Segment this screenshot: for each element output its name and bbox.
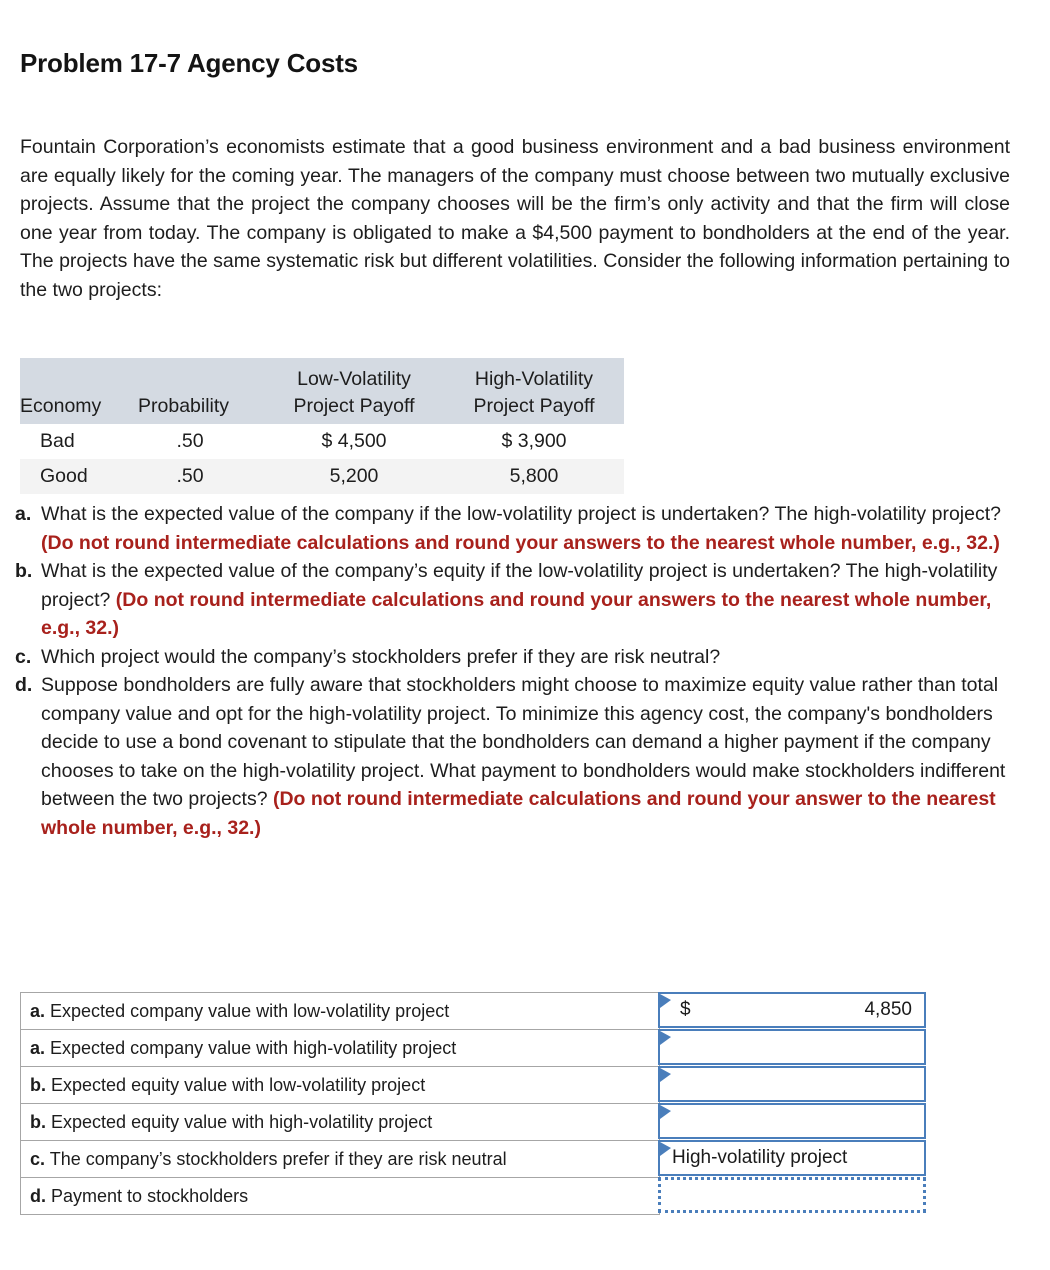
- page-title: Problem 17-7 Agency Costs: [20, 48, 358, 78]
- cell-economy: Bad: [20, 424, 138, 459]
- table-row: a. Expected company value with low-volat…: [20, 992, 660, 1030]
- question-body: What is the expected value of the compan…: [41, 500, 1014, 557]
- question-text: Which project would the company’s stockh…: [41, 645, 721, 668]
- answer-label-table: a. Expected company value with low-volat…: [20, 992, 660, 1215]
- question-item-d: d. Suppose bondholders are fully aware t…: [14, 671, 1014, 842]
- answer-label: The company’s stockholders prefer if the…: [49, 1148, 507, 1169]
- question-text: What is the expected value of the compan…: [41, 560, 998, 611]
- question-letter: d.: [15, 674, 33, 696]
- answer-letter: d.: [30, 1185, 46, 1206]
- question-body: Suppose bondholders are fully aware that…: [41, 671, 1014, 842]
- answer-input-column: $ 4,850 High-volatility project: [658, 992, 926, 1214]
- header-economy: Economy: [20, 358, 138, 424]
- answer-field-b-high[interactable]: [658, 1103, 926, 1139]
- flag-marker-icon: [660, 994, 671, 1008]
- question-hint: (Do not round intermediate calculations …: [41, 788, 996, 839]
- answer-letter: c.: [30, 1148, 46, 1169]
- answer-label-cell: b. Expected equity value with high-volat…: [20, 1103, 660, 1141]
- answer-field-a-low[interactable]: $ 4,850: [658, 992, 926, 1028]
- table-row: b. Expected equity value with high-volat…: [20, 1103, 660, 1141]
- flag-marker-icon: [660, 1068, 671, 1082]
- answer-letter: b.: [30, 1111, 46, 1132]
- answer-letter: a.: [30, 1037, 46, 1058]
- answer-letter: b.: [30, 1074, 46, 1095]
- question-item-a: a. What is the expected value of the com…: [14, 500, 1014, 557]
- answer-field-a-high[interactable]: [658, 1029, 926, 1065]
- answer-label: Expected equity value with low-volatilit…: [51, 1074, 426, 1095]
- flag-marker-icon: [660, 1105, 671, 1119]
- table-row: c. The company’s stockholders prefer if …: [20, 1140, 660, 1178]
- cell-probability: .50: [138, 459, 264, 494]
- question-item-c: c. Which project would the company’s sto…: [14, 643, 1014, 672]
- currency-symbol: $: [680, 999, 691, 1020]
- cell-probability: .50: [138, 424, 264, 459]
- answer-value: High-volatility project: [672, 1147, 848, 1168]
- answer-label-cell: c. The company’s stockholders prefer if …: [20, 1140, 660, 1178]
- answer-field-d-payment[interactable]: [658, 1177, 926, 1213]
- question-list: a. What is the expected value of the com…: [14, 500, 1014, 842]
- cell-economy: Good: [20, 459, 138, 494]
- answer-label-cell: d. Payment to stockholders: [20, 1177, 660, 1215]
- cell-high-payoff: 5,800: [444, 459, 624, 494]
- question-letter: a.: [15, 503, 32, 525]
- table-row: a. Expected company value with high-vola…: [20, 1029, 660, 1067]
- question-hint: (Do not round intermediate calculations …: [41, 531, 1000, 554]
- payoff-header-row: Economy Probability Low-Volatility Proje…: [20, 358, 624, 424]
- question-text: Suppose bondholders are fully aware that…: [41, 674, 1006, 810]
- answer-letter: a.: [30, 1000, 46, 1021]
- payoff-table-header: Economy Probability Low-Volatility Proje…: [20, 358, 624, 424]
- flag-marker-icon: [660, 1031, 671, 1045]
- cell-low-payoff: $ 4,500: [264, 424, 444, 459]
- question-letter: c.: [15, 645, 32, 668]
- header-probability: Probability: [138, 358, 264, 424]
- answer-value: 4,850: [864, 999, 912, 1020]
- answer-label: Payment to stockholders: [51, 1185, 249, 1206]
- question-body: Which project would the company’s stockh…: [41, 643, 1014, 672]
- cell-low-payoff: 5,200: [264, 459, 444, 494]
- header-low-volatility-payoff: Low-Volatility Project Payoff: [264, 358, 444, 424]
- answer-label: Expected company value with high-volatil…: [50, 1037, 457, 1058]
- question-hint: (Do not round intermediate calculations …: [41, 588, 992, 640]
- answer-field-c-choice[interactable]: High-volatility project: [658, 1140, 926, 1176]
- answer-label-cell: b. Expected equity value with low-volati…: [20, 1066, 660, 1104]
- cell-high-payoff: $ 3,900: [444, 424, 624, 459]
- table-row: d. Payment to stockholders: [20, 1177, 660, 1215]
- answer-field-b-low[interactable]: [658, 1066, 926, 1102]
- project-payoff-table: Economy Probability Low-Volatility Proje…: [20, 358, 624, 494]
- question-text: What is the expected value of the compan…: [41, 503, 1001, 525]
- table-row: b. Expected equity value with low-volati…: [20, 1066, 660, 1104]
- question-item-b: b. What is the expected value of the com…: [14, 557, 1014, 643]
- table-row: Bad .50 $ 4,500 $ 3,900: [20, 424, 624, 459]
- answer-label-cell: a. Expected company value with high-vola…: [20, 1029, 660, 1067]
- problem-statement: Fountain Corporation’s economists estima…: [20, 136, 1010, 301]
- flag-marker-icon: [660, 1142, 671, 1156]
- answer-label: Expected company value with low-volatili…: [50, 1000, 450, 1021]
- payoff-table-body: Bad .50 $ 4,500 $ 3,900 Good .50 5,200 5…: [20, 424, 624, 494]
- answer-label-cell: a. Expected company value with low-volat…: [20, 992, 660, 1030]
- answer-section: a. Expected company value with low-volat…: [20, 992, 926, 1218]
- answer-label: Expected equity value with high-volatili…: [51, 1111, 433, 1132]
- question-body: What is the expected value of the compan…: [41, 557, 1014, 643]
- question-letter: b.: [15, 560, 33, 582]
- header-high-volatility-payoff: High-Volatility Project Payoff: [444, 358, 624, 424]
- table-row: Good .50 5,200 5,800: [20, 459, 624, 494]
